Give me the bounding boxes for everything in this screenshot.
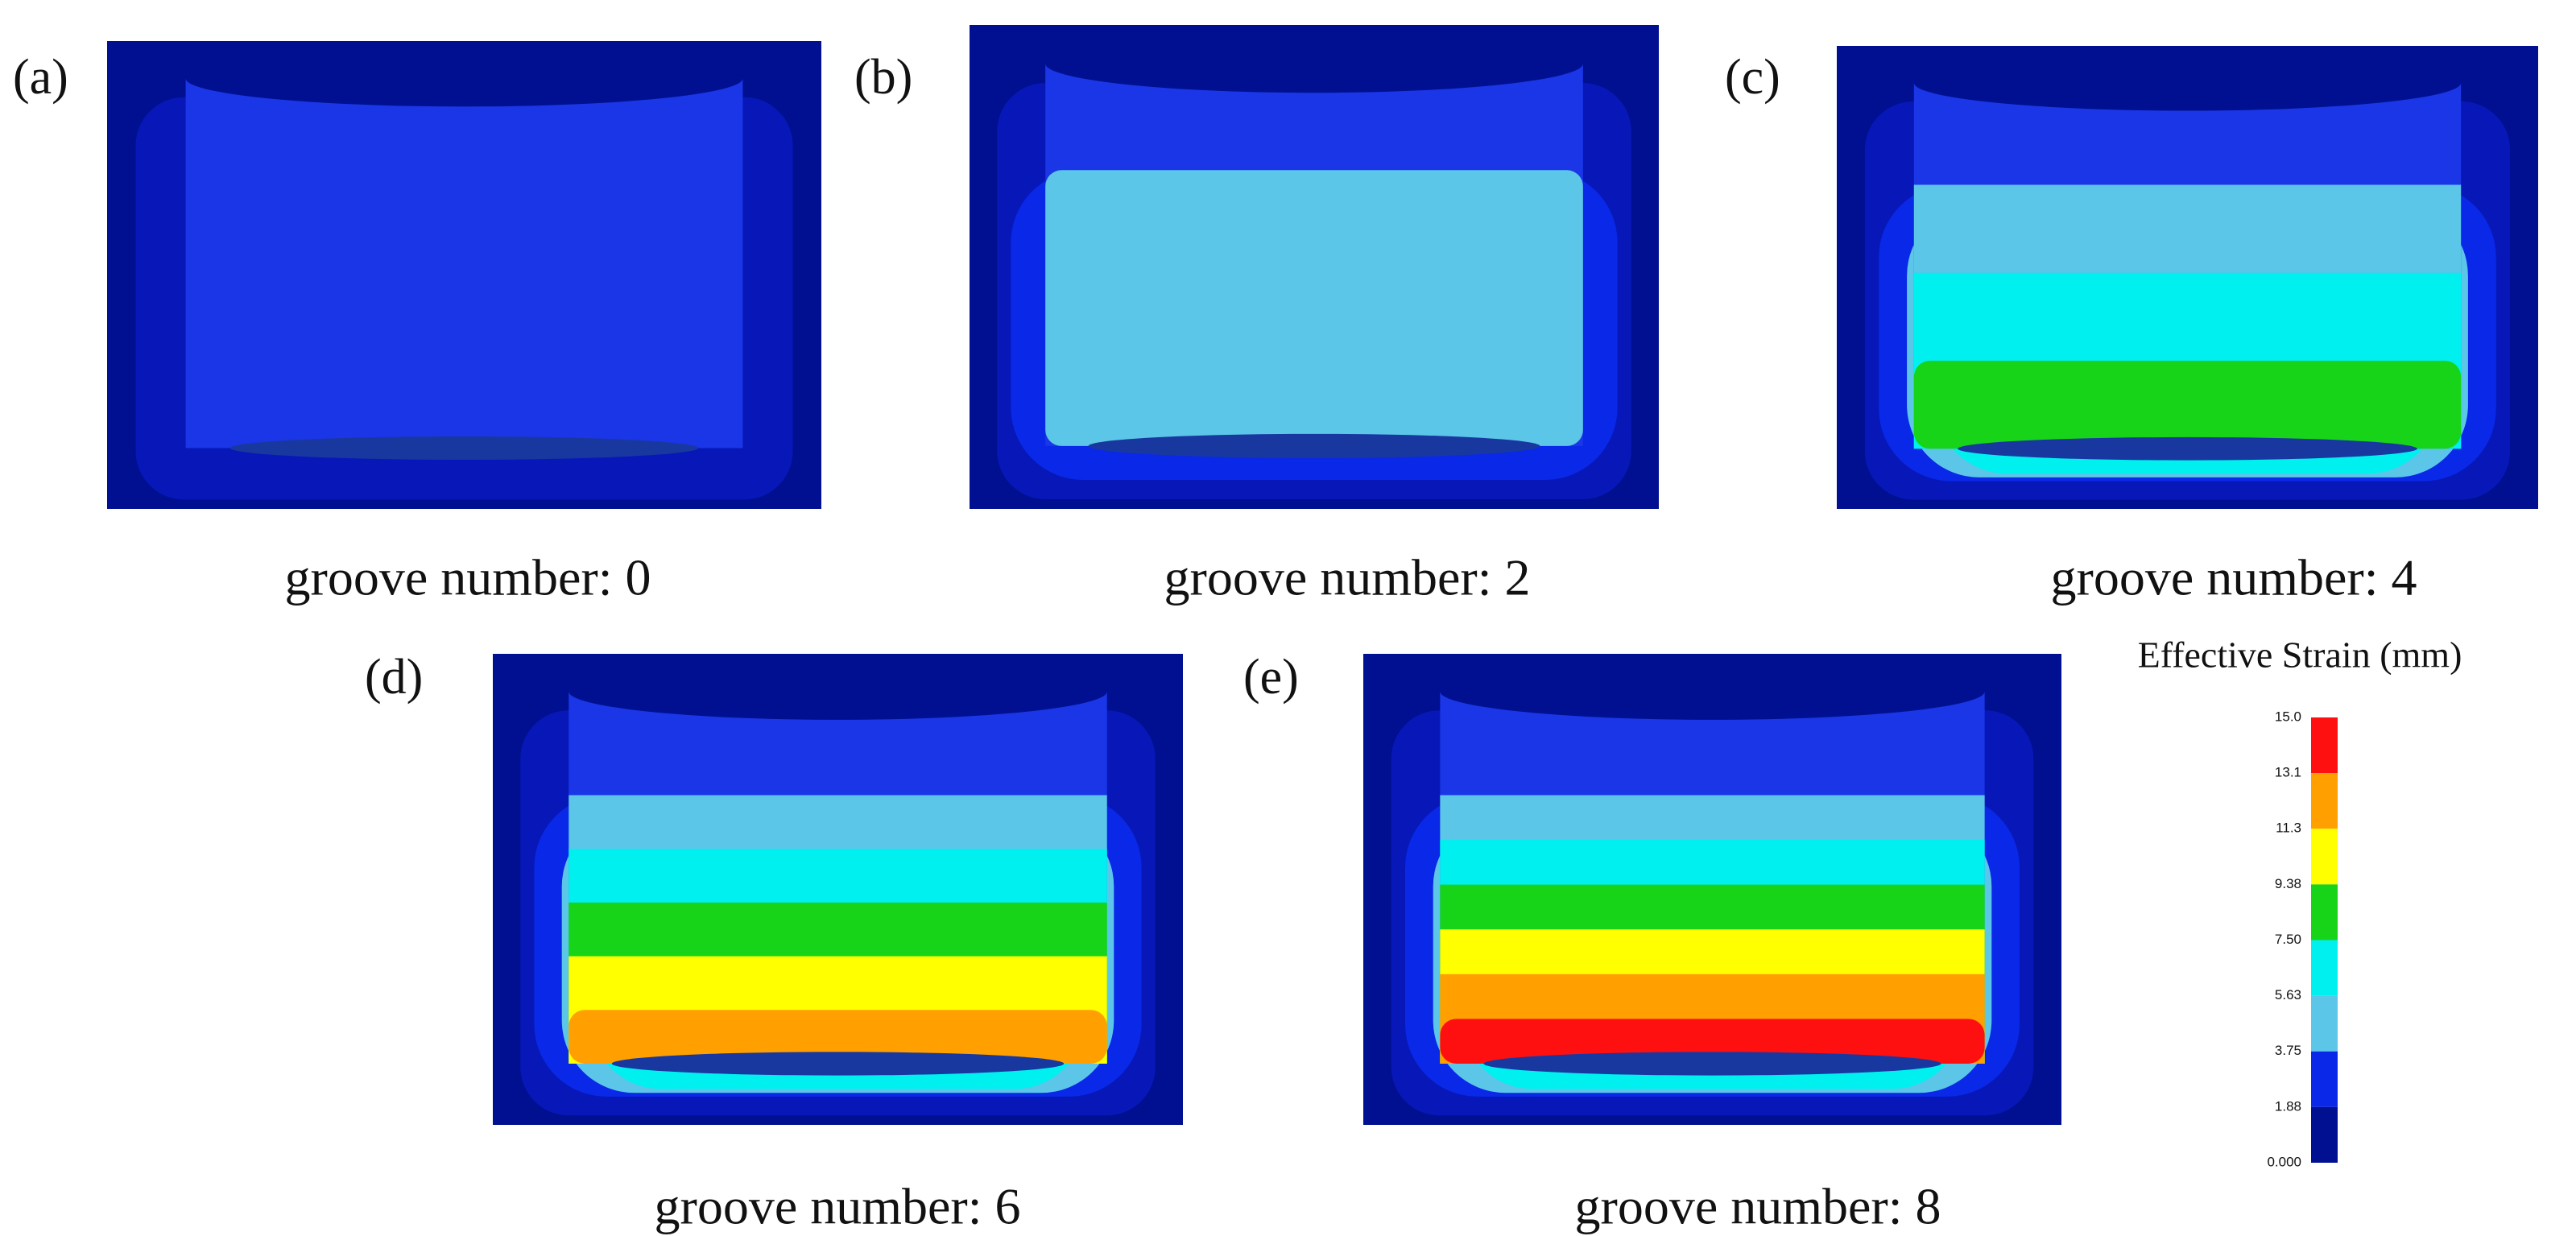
workpiece-bottom — [611, 1052, 1065, 1076]
colorbar-tick-label: 3.75 — [2275, 1043, 2301, 1058]
workpiece-bottom — [229, 436, 699, 460]
colorbar-tick-label: 11.3 — [2276, 821, 2301, 836]
colorbar-tick-label: 0.000 — [2267, 1154, 2301, 1169]
strain-band — [1913, 361, 2462, 449]
panel-label: (b) — [854, 50, 912, 105]
colorbar-segment — [2311, 884, 2338, 940]
colorbar-segment — [2311, 1051, 2338, 1107]
workpiece-bottom — [1088, 433, 1540, 458]
strain-band — [1045, 170, 1583, 446]
colorbar-segment — [2311, 995, 2338, 1052]
panel-label: (e) — [1243, 650, 1299, 705]
colorbar-segment — [2311, 829, 2338, 885]
panel-label: (c) — [1725, 50, 1780, 105]
colorbar-tick-label: 5.63 — [2275, 987, 2301, 1002]
workpiece-top — [1045, 35, 1583, 93]
colorbar-segment — [2311, 717, 2338, 774]
colorbar-segment — [2311, 773, 2338, 829]
colorbar-segment — [2311, 940, 2338, 996]
workpiece-top — [569, 663, 1107, 720]
colorbar-tick-label: 9.38 — [2275, 876, 2301, 891]
panel-caption: groove number: 6 — [655, 1178, 1021, 1235]
legend-title: Effective Strain (mm) — [2138, 635, 2462, 676]
panel-caption: groove number: 8 — [1575, 1178, 1941, 1235]
colorbar-segment — [2311, 1106, 2338, 1163]
colorbar-tick-label: 13.1 — [2275, 765, 2301, 780]
strain-band — [1440, 1019, 1985, 1064]
colorbar-tick-label: 7.50 — [2275, 932, 2301, 947]
panel-caption: groove number: 2 — [1164, 549, 1531, 606]
colorbar-tick-label: 15.0 — [2275, 709, 2301, 724]
workpiece-top — [1440, 663, 1985, 720]
colorbar-tick-label: 1.88 — [2275, 1098, 2301, 1114]
panel-caption: groove number: 0 — [285, 549, 651, 606]
workpiece-bottom — [1483, 1052, 1941, 1076]
workpiece — [185, 78, 743, 449]
workpiece-top — [1913, 55, 2462, 111]
strain-band — [569, 1010, 1107, 1064]
workpiece-top — [185, 50, 743, 107]
workpiece-bottom — [1958, 436, 2417, 461]
panel-label: (d) — [365, 650, 423, 705]
panel-label: (a) — [13, 50, 68, 105]
panel-caption: groove number: 4 — [2051, 549, 2417, 606]
